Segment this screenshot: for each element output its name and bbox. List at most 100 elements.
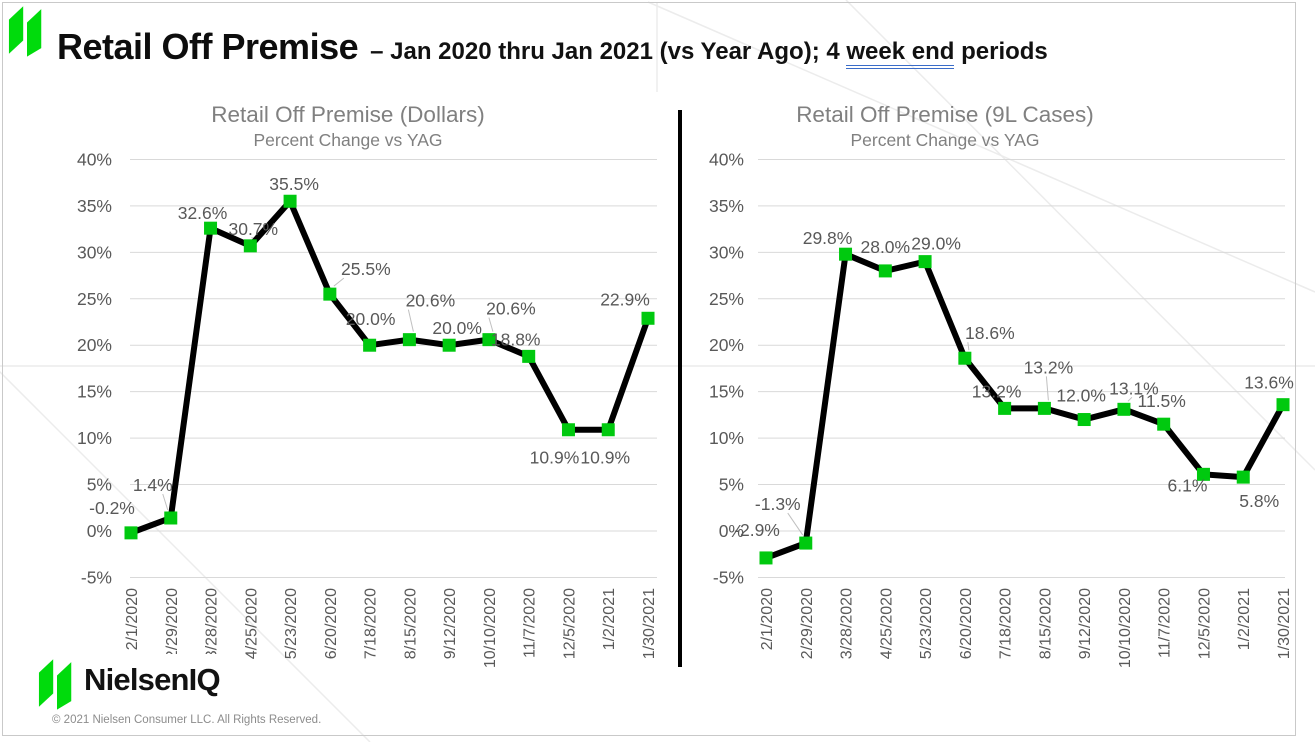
data-label: 18.6%: [965, 323, 1015, 343]
data-labels: -2.9% -1.3% 29.8% 28.0% 29.0% 18.6% 13.2%13.2%…: [734, 228, 1294, 540]
data-point-marker: [998, 401, 1012, 415]
svg-text:3/28/2020: 3/28/2020: [839, 588, 856, 659]
svg-text:8/15/2020: 8/15/2020: [402, 588, 419, 659]
data-label: 20.0%: [432, 318, 482, 338]
svg-text:5%: 5%: [719, 475, 744, 495]
data-label: 29.8%: [803, 228, 853, 248]
grid-lines: [758, 158, 1285, 578]
svg-text:7/18/2020: 7/18/2020: [998, 588, 1015, 659]
data-label: 18.8%: [491, 329, 541, 349]
data-point-marker: [442, 338, 456, 352]
svg-text:2/29/2020: 2/29/2020: [164, 588, 181, 659]
page-title: Retail Off Premise – Jan 2020 thru Jan 2…: [57, 26, 1048, 69]
svg-text:10/10/2020: 10/10/2020: [1117, 588, 1134, 668]
svg-text:7/18/2020: 7/18/2020: [363, 588, 380, 659]
chart-title: Retail Off Premise (Dollars): [211, 102, 484, 127]
svg-text:1/2/2021: 1/2/2021: [601, 588, 618, 650]
chart-0: Retail Off Premise (Dollars) Percent Chan…: [77, 102, 658, 668]
data-label: 28.0%: [860, 237, 910, 257]
title-sub-underlined: week end: [846, 38, 955, 69]
svg-text:35%: 35%: [709, 196, 744, 216]
title-main: Retail Off Premise: [57, 26, 359, 67]
data-point-marker: [323, 287, 337, 301]
svg-text:10%: 10%: [77, 428, 112, 448]
svg-text:25%: 25%: [709, 289, 744, 309]
data-point-marker: [1077, 413, 1091, 427]
svg-text:5/23/2020: 5/23/2020: [918, 588, 935, 659]
data-point-marker: [799, 536, 813, 550]
data-label: 11.5%: [1138, 391, 1186, 411]
data-label: 10.9%: [530, 448, 580, 468]
data-point-marker: [561, 423, 575, 437]
data-label: 30.7%: [228, 219, 278, 239]
data-label: 10.9%: [580, 448, 630, 468]
data-point-marker: [641, 311, 655, 325]
svg-text:4/25/2020: 4/25/2020: [878, 588, 895, 659]
svg-text:-5%: -5%: [81, 567, 112, 587]
data-point-marker: [918, 255, 932, 269]
data-point-marker: [1157, 417, 1171, 431]
data-point-marker: [363, 338, 377, 352]
y-axis-labels: 40% 35% 30% 25% 20% 15% 10% 5% 0% -5%: [77, 149, 112, 587]
data-label: -0.2%: [89, 498, 135, 518]
title-sub-suffix: periods: [954, 38, 1048, 65]
svg-text:0%: 0%: [719, 521, 744, 541]
svg-text:40%: 40%: [709, 149, 744, 169]
data-label: 1.4%: [133, 475, 173, 495]
data-label: 20.0%: [346, 309, 396, 329]
data-point-marker: [601, 423, 615, 437]
chart-subtitle: Percent Change vs YAG: [850, 130, 1039, 150]
svg-text:2/1/2020: 2/1/2020: [759, 588, 776, 650]
leader-lines: [787, 342, 1133, 536]
svg-text:15%: 15%: [709, 382, 744, 402]
data-point-marker: [759, 551, 773, 565]
data-point-marker: [283, 194, 297, 208]
data-label: 32.6%: [178, 203, 228, 223]
data-label: 13.2%: [972, 381, 1022, 401]
data-point-markers: [124, 194, 655, 540]
chart-1: Retail Off Premise (9L Cases) Percent Cha…: [709, 102, 1294, 668]
svg-text:30%: 30%: [77, 242, 112, 262]
data-label: 29.0%: [911, 234, 961, 254]
series-line: [128, 195, 652, 536]
svg-text:0%: 0%: [87, 521, 112, 541]
svg-text:8/15/2020: 8/15/2020: [1037, 588, 1054, 659]
footer-brand-text: NielsenIQ: [84, 662, 221, 697]
data-point-marker: [204, 221, 218, 235]
svg-text:10%: 10%: [709, 428, 744, 448]
svg-text:5/23/2020: 5/23/2020: [283, 588, 300, 659]
data-label: 22.9%: [600, 289, 650, 309]
svg-text:-5%: -5%: [713, 567, 744, 587]
svg-text:25%: 25%: [77, 289, 112, 309]
svg-text:20%: 20%: [709, 335, 744, 355]
data-point-marker: [878, 264, 892, 278]
svg-text:12/5/2020: 12/5/2020: [1196, 588, 1213, 659]
data-label: 20.6%: [406, 291, 456, 311]
data-point-marker: [124, 526, 138, 540]
data-point-marker: [958, 351, 972, 365]
data-point-markers: [759, 247, 1290, 565]
data-label: 5.8%: [1239, 491, 1279, 511]
svg-text:6/20/2020: 6/20/2020: [323, 588, 340, 659]
series-line: [763, 249, 1287, 561]
data-point-marker: [839, 247, 853, 261]
svg-text:10/10/2020: 10/10/2020: [482, 588, 499, 668]
x-axis-labels: 2/1/2020 2/29/2020 3/28/2020 4/25/2020 5/23/…: [124, 588, 658, 668]
y-axis-labels: 40% 35% 30% 25% 20% 15% 10% 5% 0% -5%: [709, 149, 744, 587]
title-subtitle: – Jan 2020 thru Jan 2021 (vs Year Ago); …: [370, 38, 1048, 69]
nielseniq-footer-logo-mark-icon: [38, 659, 72, 710]
svg-text:9/12/2020: 9/12/2020: [1077, 588, 1094, 659]
data-point-marker: [164, 511, 178, 525]
footer-copyright: © 2021 Nielsen Consumer LLC. All Rights …: [52, 714, 322, 726]
nielseniq-logo-mark-icon: [8, 6, 42, 57]
svg-text:20%: 20%: [77, 335, 112, 355]
svg-text:2/29/2020: 2/29/2020: [799, 588, 816, 659]
svg-text:5%: 5%: [87, 475, 112, 495]
svg-text:35%: 35%: [77, 196, 112, 216]
data-labels: -0.2%1.4%32.6%30.7%35.5%25.5%20.0%20.6%2…: [89, 174, 650, 518]
data-point-marker: [1236, 470, 1250, 484]
data-point-marker: [243, 239, 257, 253]
data-label: 13.1%: [1109, 378, 1159, 398]
